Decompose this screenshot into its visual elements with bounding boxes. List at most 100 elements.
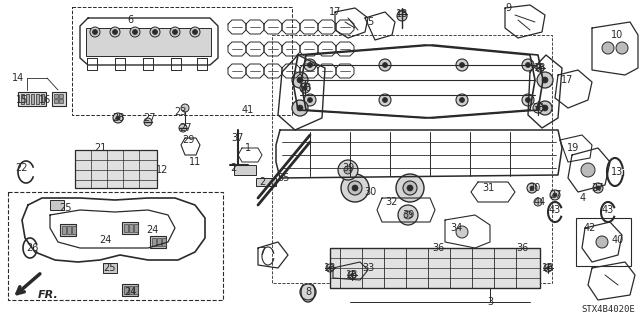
Circle shape xyxy=(113,113,123,123)
Bar xyxy=(86,28,211,56)
Text: 15: 15 xyxy=(16,95,28,105)
Text: 7: 7 xyxy=(259,247,265,257)
Circle shape xyxy=(304,94,316,106)
Circle shape xyxy=(300,83,310,93)
Bar xyxy=(124,224,128,232)
Circle shape xyxy=(181,104,189,112)
Circle shape xyxy=(173,29,177,34)
Circle shape xyxy=(193,29,198,34)
Circle shape xyxy=(326,264,334,272)
Text: 16: 16 xyxy=(39,95,51,105)
Circle shape xyxy=(407,185,413,191)
Circle shape xyxy=(190,27,200,37)
Text: 33: 33 xyxy=(362,263,374,273)
Text: 5: 5 xyxy=(367,17,373,27)
Circle shape xyxy=(341,174,369,202)
Circle shape xyxy=(527,183,537,193)
Text: 21: 21 xyxy=(94,143,106,153)
Circle shape xyxy=(553,193,557,197)
Bar xyxy=(576,218,631,266)
Circle shape xyxy=(113,29,118,34)
Bar xyxy=(41,94,44,104)
Circle shape xyxy=(544,264,552,272)
Bar xyxy=(62,226,66,234)
Circle shape xyxy=(593,183,603,193)
Circle shape xyxy=(550,190,560,200)
Text: 25: 25 xyxy=(59,203,71,213)
Text: 35: 35 xyxy=(277,173,289,183)
Bar xyxy=(157,238,161,246)
Text: 8: 8 xyxy=(305,287,311,297)
Circle shape xyxy=(460,63,465,68)
Circle shape xyxy=(581,163,595,177)
Circle shape xyxy=(383,63,387,68)
Circle shape xyxy=(132,29,138,34)
Text: 42: 42 xyxy=(584,223,596,233)
Circle shape xyxy=(542,77,548,83)
Bar xyxy=(134,286,138,294)
Circle shape xyxy=(383,98,387,102)
Text: 38: 38 xyxy=(299,83,311,93)
Bar xyxy=(134,224,138,232)
Circle shape xyxy=(538,66,541,70)
Text: 20: 20 xyxy=(528,183,540,193)
Bar xyxy=(122,284,138,296)
Circle shape xyxy=(338,160,358,180)
Circle shape xyxy=(328,266,332,270)
Text: 18: 18 xyxy=(396,9,408,19)
Bar xyxy=(162,238,166,246)
Circle shape xyxy=(130,27,140,37)
Text: 23: 23 xyxy=(174,107,186,117)
Text: 14: 14 xyxy=(12,73,24,83)
Circle shape xyxy=(536,106,540,110)
Text: 37: 37 xyxy=(232,133,244,143)
Bar xyxy=(59,94,63,98)
Circle shape xyxy=(152,29,157,34)
Circle shape xyxy=(344,166,352,174)
Circle shape xyxy=(352,185,358,191)
Text: 17: 17 xyxy=(561,75,573,85)
Text: STX4B4020E: STX4B4020E xyxy=(581,305,635,314)
Circle shape xyxy=(379,59,391,71)
Circle shape xyxy=(525,98,531,102)
Circle shape xyxy=(542,105,548,111)
Bar xyxy=(18,92,46,106)
Circle shape xyxy=(116,116,120,120)
Text: FR.: FR. xyxy=(38,290,59,300)
Circle shape xyxy=(530,186,534,190)
Bar xyxy=(124,286,128,294)
Text: 22: 22 xyxy=(16,163,28,173)
Bar xyxy=(50,200,64,210)
Circle shape xyxy=(307,63,312,68)
Text: 28: 28 xyxy=(112,113,124,123)
Bar xyxy=(152,238,156,246)
Bar xyxy=(59,99,63,103)
Circle shape xyxy=(398,10,406,18)
Circle shape xyxy=(150,27,160,37)
Circle shape xyxy=(304,59,316,71)
Text: 41: 41 xyxy=(242,105,254,115)
Circle shape xyxy=(536,64,544,72)
Circle shape xyxy=(297,105,303,111)
Text: 3: 3 xyxy=(487,297,493,307)
Circle shape xyxy=(379,94,391,106)
Text: 12: 12 xyxy=(156,165,168,175)
Text: 44: 44 xyxy=(534,197,546,207)
Circle shape xyxy=(403,181,417,195)
Circle shape xyxy=(547,266,550,270)
Bar xyxy=(72,226,76,234)
Circle shape xyxy=(93,29,97,34)
Text: 30: 30 xyxy=(364,187,376,197)
Text: 11: 11 xyxy=(189,157,201,167)
Text: 2: 2 xyxy=(230,163,236,173)
Text: 13: 13 xyxy=(611,167,623,177)
Circle shape xyxy=(525,63,531,68)
Bar xyxy=(67,226,71,234)
Text: 43: 43 xyxy=(602,205,614,215)
Circle shape xyxy=(292,72,308,88)
Circle shape xyxy=(522,94,534,106)
Bar xyxy=(54,94,58,98)
Bar xyxy=(26,94,29,104)
Text: 40: 40 xyxy=(612,235,624,245)
Circle shape xyxy=(170,27,180,37)
